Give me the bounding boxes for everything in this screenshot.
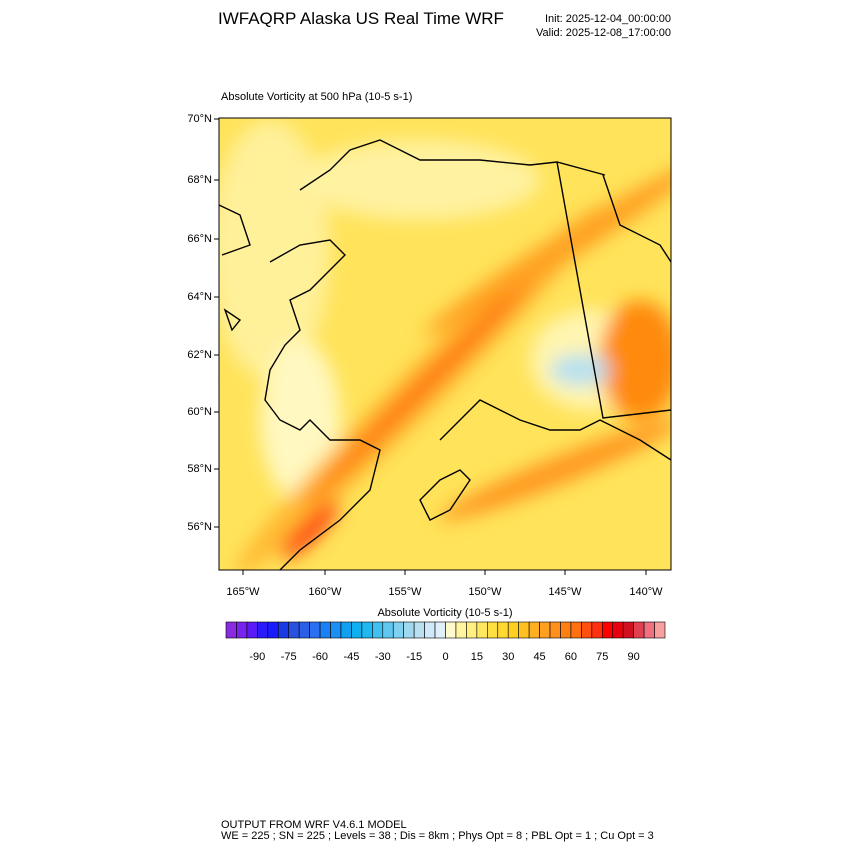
colorbar-label: -45 bbox=[343, 651, 359, 663]
plot-title: Absolute Vorticity at 500 hPa (10-5 s-1) bbox=[221, 91, 412, 103]
lat-label: 58°N bbox=[187, 463, 212, 475]
colorbar-label: -15 bbox=[406, 651, 422, 663]
colorbar-label: 45 bbox=[533, 651, 545, 663]
colorbar-box bbox=[643, 621, 655, 639]
colorbar-box bbox=[549, 621, 561, 639]
colorbar-box bbox=[560, 621, 572, 639]
lat-label: 64°N bbox=[187, 291, 212, 303]
colorbar-box bbox=[476, 621, 488, 639]
colorbar-box bbox=[372, 621, 384, 639]
valid-time: Valid: 2025-12-08_17:00:00 bbox=[536, 27, 671, 39]
colorbar-box bbox=[633, 621, 645, 639]
lat-label: 70°N bbox=[187, 113, 212, 125]
title: IWFAQRP Alaska US Real Time WRF bbox=[218, 9, 504, 28]
footer-line: WE = 225 ; SN = 225 ; Levels = 38 ; Dis … bbox=[221, 830, 654, 842]
map-frame bbox=[218, 117, 672, 571]
lon-label: 150°W bbox=[468, 586, 502, 598]
colorbar-box bbox=[497, 621, 509, 639]
colorbar-label: -75 bbox=[281, 651, 297, 663]
colorbar-box bbox=[539, 621, 551, 639]
lat-label: 68°N bbox=[187, 174, 212, 186]
colorbar-box bbox=[361, 621, 373, 639]
colorbar-box bbox=[382, 621, 394, 639]
colorbar-box bbox=[298, 621, 310, 639]
colorbar-box bbox=[601, 621, 614, 639]
colorbar-box bbox=[518, 621, 530, 639]
lat-label: 62°N bbox=[187, 349, 212, 361]
lat-label: 60°N bbox=[187, 406, 212, 418]
colorbar-label: 60 bbox=[565, 651, 577, 663]
colorbar-box bbox=[528, 621, 540, 639]
colorbar-title: Absolute Vorticity (10-5 s-1) bbox=[377, 607, 512, 619]
colorbar-box bbox=[455, 621, 467, 639]
colorbar-box bbox=[257, 621, 269, 639]
colorbar-box bbox=[591, 621, 603, 639]
colorbar-label: 0 bbox=[442, 651, 448, 663]
colorbar-box bbox=[319, 621, 331, 639]
colorbar-box bbox=[330, 621, 342, 639]
colorbar-box bbox=[413, 621, 425, 639]
colorbar-box bbox=[236, 621, 248, 639]
lon-label: 165°W bbox=[226, 586, 260, 598]
colorbar-box bbox=[466, 621, 478, 639]
init-time: Init: 2025-12-04_00:00:00 bbox=[545, 13, 671, 25]
colorbar-box bbox=[445, 621, 457, 639]
colorbar-box bbox=[487, 621, 499, 639]
colorbar-label: 15 bbox=[471, 651, 483, 663]
colorbar-box bbox=[246, 621, 258, 639]
colorbar-label: 90 bbox=[628, 651, 640, 663]
map bbox=[219, 118, 671, 570]
lon-label: 155°W bbox=[388, 586, 422, 598]
colorbar-box bbox=[612, 621, 624, 639]
colorbar-box bbox=[351, 621, 363, 639]
lat-label: 66°N bbox=[187, 233, 212, 245]
lon-label: 145°W bbox=[548, 586, 582, 598]
colorbar-box bbox=[507, 621, 519, 639]
colorbar-box bbox=[392, 621, 404, 639]
colorbar-label: -30 bbox=[375, 651, 391, 663]
colorbar-label: 75 bbox=[596, 651, 608, 663]
colorbar-box bbox=[424, 621, 436, 639]
lon-label: 160°W bbox=[308, 586, 342, 598]
colorbar-box bbox=[622, 621, 634, 639]
colorbar-box bbox=[581, 621, 593, 639]
colorbar-box bbox=[309, 621, 321, 639]
colorbar-box bbox=[277, 621, 290, 639]
footer-line: OUTPUT FROM WRF V4.6.1 MODEL bbox=[221, 819, 407, 831]
lon-label: 140°W bbox=[629, 586, 663, 598]
colorbar-label: -60 bbox=[312, 651, 328, 663]
colorbar-box bbox=[654, 621, 666, 639]
lat-label: 56°N bbox=[187, 521, 212, 533]
colorbar-label: 30 bbox=[502, 651, 514, 663]
colorbar-box bbox=[225, 621, 237, 639]
colorbar-box bbox=[434, 621, 446, 639]
colorbar-box bbox=[570, 621, 582, 639]
colorbar-box bbox=[403, 621, 415, 639]
colorbar-box bbox=[288, 621, 300, 639]
colorbar-box bbox=[267, 621, 279, 639]
colorbar-label: -90 bbox=[249, 651, 265, 663]
colorbar-box bbox=[340, 621, 352, 639]
